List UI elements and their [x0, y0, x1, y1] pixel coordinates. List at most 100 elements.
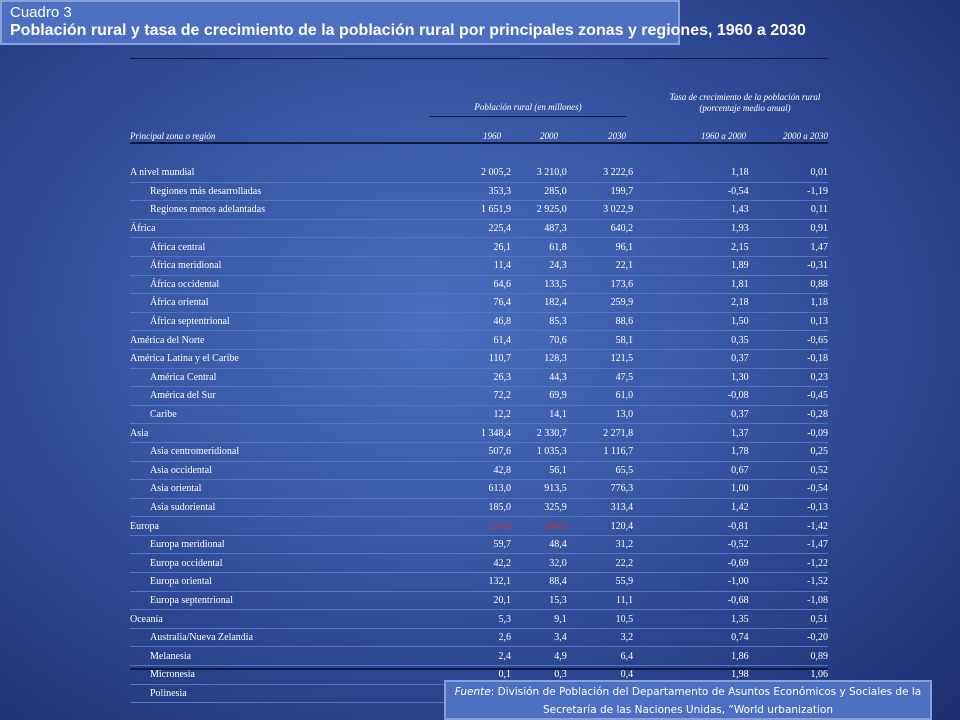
rate-1960-2000-cell: 2,15 — [633, 237, 749, 257]
value-2030-cell: 776,3 — [566, 479, 634, 499]
rate-2000-2030-cell: -0,45 — [748, 386, 828, 406]
population-table: A nivel mundial 2 005,2 3 210,0 3 222,6 1,18… — [130, 164, 828, 704]
header-1960: 1960 — [483, 131, 501, 141]
rate-2000-2030-cell: 0,89 — [748, 646, 828, 667]
value-2000-cell: 24,3 — [510, 256, 567, 276]
value-1960-cell: 46,8 — [441, 312, 511, 332]
value-1960-cell: 26,3 — [441, 368, 511, 388]
value-2000-cell: 44,3 — [510, 368, 567, 388]
value-2000-cell: 325,9 — [510, 498, 567, 518]
table-row: África 225,4 487,3 640,2 1,93 0,91 — [130, 219, 828, 239]
value-2030-cell: 96,1 — [566, 237, 634, 257]
value-2000-cell: 285,0 — [510, 182, 567, 202]
rate-1960-2000-cell: 0,74 — [633, 628, 749, 648]
value-1960-cell: 353,3 — [441, 182, 511, 202]
table-body: A nivel mundial 2 005,2 3 210,0 3 222,6 1,18… — [130, 164, 828, 704]
value-2030-cell: 120,4 — [566, 516, 634, 536]
table-row: Micronesia 0,1 0,3 0,4 1,98 1,06 — [130, 665, 828, 685]
value-1960-cell: 59,7 — [441, 535, 511, 555]
header-group-growth-line2: (porcentaje medio anual) — [699, 103, 791, 113]
value-1960-cell: 613,0 — [441, 479, 511, 499]
value-2030-cell: 3,2 — [566, 628, 634, 648]
rate-2000-2030-cell: -1,22 — [748, 553, 828, 574]
region-name-cell: Oceanía — [130, 609, 442, 629]
value-2000-cell: 182,4 — [510, 293, 567, 313]
value-1960-cell: 12,2 — [441, 405, 511, 425]
rate-1960-2000-cell: 1,93 — [633, 219, 749, 239]
value-2000-cell: 70,6 — [510, 330, 567, 350]
rate-2000-2030-cell: 0,25 — [748, 442, 828, 462]
value-2000-cell: 487,3 — [510, 219, 567, 239]
value-2030-cell: 22,1 — [566, 256, 634, 276]
table-row: Asia sudoriental 185,0 325,9 313,4 1,42 -0,13 — [130, 498, 828, 518]
value-1960-cell: 42,8 — [441, 461, 511, 481]
header-region: Principal zona o región — [130, 131, 216, 141]
source-label: Fuente — [454, 686, 491, 698]
value-1960-cell: 64,6 — [441, 275, 511, 295]
table-row: América Latina y el Caribe 110,7 128,3 121,… — [130, 349, 828, 369]
rate-1960-2000-cell: 1,50 — [633, 312, 749, 332]
table-row: Asia oriental 613,0 913,5 776,3 1,00 -0,54 — [130, 479, 828, 499]
region-name-cell: Europa septentrional — [130, 591, 442, 611]
rate-1960-2000-cell: 2,18 — [633, 293, 749, 313]
table-row: Europa meridional 59,7 48,4 31,2 -0,52 -1,47 — [130, 535, 828, 555]
value-2030-cell: 31,2 — [566, 535, 634, 555]
rate-2000-2030-cell: 0,23 — [748, 368, 828, 388]
header-2000: 2000 — [540, 131, 558, 141]
table-row: América del Norte 61,4 70,6 58,1 0,35 -0,65 — [130, 330, 828, 350]
table-row: Asia occidental 42,8 56,1 65,5 0,67 0,52 — [130, 461, 828, 481]
value-1960-cell: 185,0 — [441, 498, 511, 518]
value-2000-cell: 4,9 — [510, 646, 567, 667]
value-2030-cell: 10,5 — [566, 609, 634, 629]
value-1960-cell: 5,3 — [441, 609, 511, 629]
region-name-cell: Micronesia — [130, 665, 442, 685]
region-name-cell: Asia occidental — [130, 461, 442, 481]
value-2030-cell: 173,6 — [566, 275, 634, 295]
table-row: Asia 1 348,4 2 330,7 2 271,8 1,37 -0,09 — [130, 423, 828, 443]
region-name-cell: África occidental — [130, 275, 442, 295]
source-text: : División de Población del Departamento… — [490, 686, 922, 716]
value-2030-cell: 3 222,6 — [566, 164, 634, 183]
table-row: A nivel mundial 2 005,2 3 210,0 3 222,6 1,18… — [130, 164, 828, 183]
value-1960-cell: 26,1 — [441, 237, 511, 257]
caption-label: Cuadro 3 — [10, 4, 72, 21]
rate-1960-2000-cell: 1,18 — [633, 164, 749, 183]
table-row: África central 26,1 61,8 96,1 2,15 1,47 — [130, 237, 828, 257]
value-1960-cell: 507,6 — [441, 442, 511, 462]
rate-2000-2030-cell: -0,09 — [748, 423, 828, 443]
value-1960-cell: 11,4 — [441, 256, 511, 276]
bottom-rule — [130, 668, 828, 670]
table-row: América del Sur 72,2 69,9 61,0 -0,08 -0,45 — [130, 386, 828, 406]
rate-2000-2030-cell: -0,28 — [748, 405, 828, 425]
value-2000-cell: 3 210,0 — [510, 164, 567, 183]
rate-1960-2000-cell: 0,37 — [633, 349, 749, 369]
value-2030-cell: 2 271,8 — [566, 423, 634, 443]
region-name-cell: África septentrional — [130, 312, 442, 332]
value-1960-cell: 225,4 — [441, 219, 511, 239]
header-group-rule — [430, 116, 626, 117]
rate-2000-2030-cell: -0,20 — [748, 628, 828, 648]
value-2030-cell: 55,9 — [566, 572, 634, 592]
table-row: Europa occidental 42,2 32,0 22,2 -0,69 -1,22 — [130, 553, 828, 574]
rate-1960-2000-cell: -0,69 — [633, 553, 749, 574]
value-2030-cell: 47,5 — [566, 368, 634, 388]
value-2030-cell: 1 116,7 — [566, 442, 634, 462]
rate-1960-2000-cell: 0,37 — [633, 405, 749, 425]
region-name-cell: Europa oriental — [130, 572, 442, 592]
region-name-cell: Melanesia — [130, 646, 442, 667]
table-row: Europa oriental 132,1 88,4 55,9 -1,00 -1,52 — [130, 572, 828, 592]
rate-1960-2000-cell: -0,54 — [633, 182, 749, 202]
region-name-cell: África — [130, 219, 442, 239]
region-name-cell: Asia oriental — [130, 479, 442, 499]
value-2030-cell: 259,9 — [566, 293, 634, 313]
region-name-cell: A nivel mundial — [130, 164, 442, 183]
header-group-growth-line1: Tasa de crecimiento de la población rura… — [669, 92, 821, 102]
region-name-cell: Australia/Nueva Zelandia — [130, 628, 442, 648]
value-1960-cell: 2 005,2 — [441, 164, 511, 183]
region-name-cell: Asia centromeridional — [130, 442, 442, 462]
region-name-cell: América del Sur — [130, 386, 442, 406]
rate-1960-2000-cell: -0,52 — [633, 535, 749, 555]
region-name-cell: Regiones más desarrolladas — [130, 182, 442, 202]
value-2000-cell: 913,5 — [510, 479, 567, 499]
value-1960-cell: 72,2 — [441, 386, 511, 406]
